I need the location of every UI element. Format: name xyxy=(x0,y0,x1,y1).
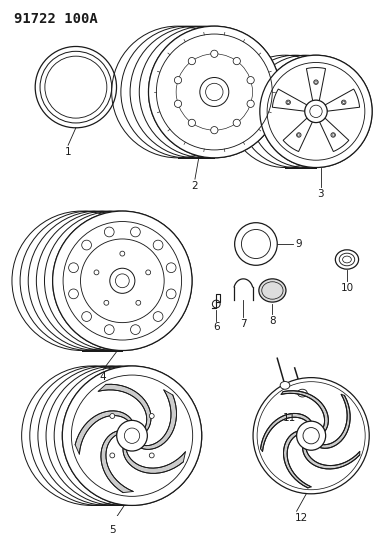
Circle shape xyxy=(241,230,271,259)
Text: 7: 7 xyxy=(240,319,247,328)
Ellipse shape xyxy=(166,263,176,272)
Text: 91722 100A: 91722 100A xyxy=(14,12,98,26)
Ellipse shape xyxy=(247,77,254,84)
Polygon shape xyxy=(101,431,133,492)
Ellipse shape xyxy=(153,312,163,321)
Ellipse shape xyxy=(110,414,115,418)
Polygon shape xyxy=(98,384,151,431)
Ellipse shape xyxy=(280,382,290,389)
Ellipse shape xyxy=(286,100,291,104)
Ellipse shape xyxy=(68,289,79,299)
Ellipse shape xyxy=(62,366,202,505)
Ellipse shape xyxy=(110,453,115,458)
Ellipse shape xyxy=(175,77,182,84)
Circle shape xyxy=(296,421,326,450)
Ellipse shape xyxy=(116,421,147,451)
Ellipse shape xyxy=(130,227,140,237)
Text: 2: 2 xyxy=(192,181,198,191)
Ellipse shape xyxy=(175,100,182,108)
Ellipse shape xyxy=(298,389,307,397)
Ellipse shape xyxy=(104,300,109,305)
Ellipse shape xyxy=(153,240,163,250)
Ellipse shape xyxy=(331,133,336,137)
Polygon shape xyxy=(260,414,311,451)
Ellipse shape xyxy=(136,300,141,305)
Polygon shape xyxy=(320,394,350,448)
Ellipse shape xyxy=(68,263,79,272)
Ellipse shape xyxy=(82,240,91,250)
Polygon shape xyxy=(284,431,311,488)
Ellipse shape xyxy=(94,270,99,275)
Ellipse shape xyxy=(259,279,286,302)
Ellipse shape xyxy=(104,325,114,335)
Ellipse shape xyxy=(166,289,176,299)
Ellipse shape xyxy=(188,119,195,126)
Ellipse shape xyxy=(110,268,135,293)
Ellipse shape xyxy=(146,270,151,275)
Ellipse shape xyxy=(211,50,218,58)
Ellipse shape xyxy=(104,227,114,237)
Text: 1: 1 xyxy=(65,147,72,157)
Text: 10: 10 xyxy=(341,282,354,293)
Ellipse shape xyxy=(341,100,346,104)
Text: 11: 11 xyxy=(283,414,296,423)
Ellipse shape xyxy=(233,58,240,64)
Text: 9: 9 xyxy=(295,239,302,249)
Polygon shape xyxy=(75,411,132,454)
Ellipse shape xyxy=(82,312,91,321)
Ellipse shape xyxy=(53,211,192,351)
Text: 3: 3 xyxy=(317,189,324,199)
Text: 12: 12 xyxy=(295,513,308,523)
Text: 6: 6 xyxy=(213,322,219,333)
Polygon shape xyxy=(281,391,328,431)
Ellipse shape xyxy=(188,58,195,64)
Ellipse shape xyxy=(260,55,372,167)
Polygon shape xyxy=(123,448,185,473)
Text: 5: 5 xyxy=(110,525,116,533)
Circle shape xyxy=(235,223,277,265)
Ellipse shape xyxy=(296,133,301,137)
Ellipse shape xyxy=(120,251,125,256)
Ellipse shape xyxy=(247,100,254,108)
Ellipse shape xyxy=(130,325,140,335)
Ellipse shape xyxy=(200,77,229,107)
Ellipse shape xyxy=(211,126,218,134)
Text: 8: 8 xyxy=(269,316,276,326)
Ellipse shape xyxy=(314,80,318,84)
Ellipse shape xyxy=(149,26,280,158)
Ellipse shape xyxy=(233,119,240,126)
Ellipse shape xyxy=(149,453,154,458)
Ellipse shape xyxy=(149,414,154,418)
Ellipse shape xyxy=(336,250,359,269)
Ellipse shape xyxy=(305,100,327,123)
Text: 4: 4 xyxy=(100,372,106,382)
Circle shape xyxy=(253,377,369,494)
Polygon shape xyxy=(141,390,176,449)
Polygon shape xyxy=(303,448,360,469)
